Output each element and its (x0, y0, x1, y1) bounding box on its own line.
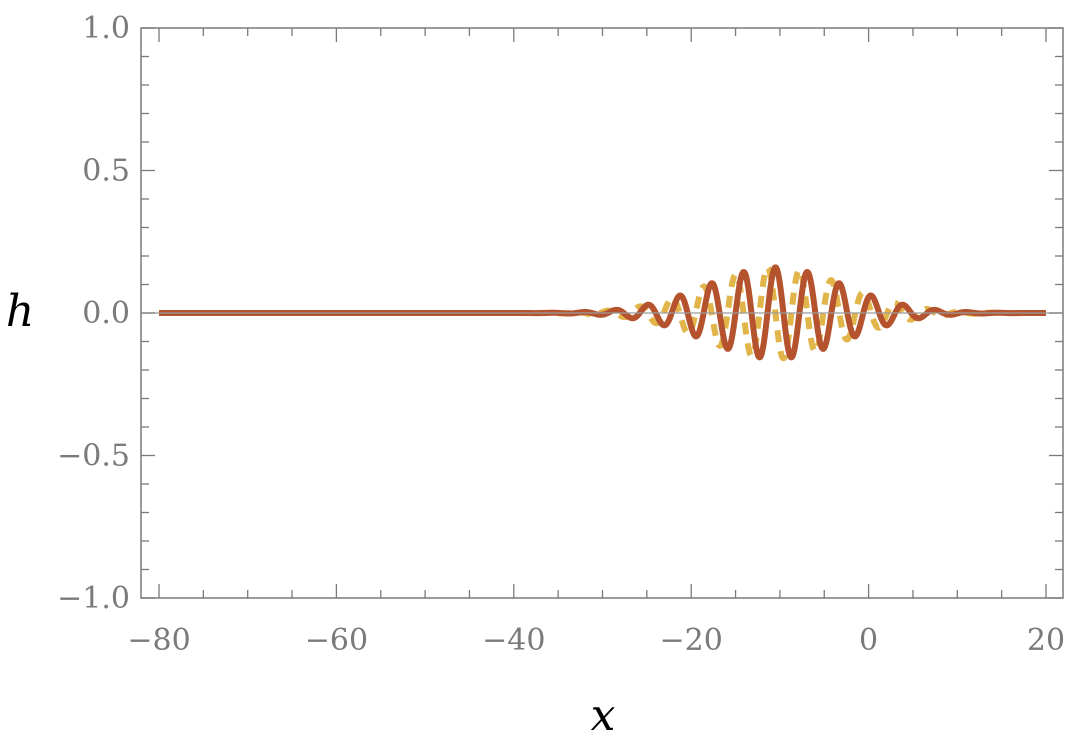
y-tick-label: −0.5 (57, 439, 130, 474)
y-axis-title: h (6, 286, 34, 337)
y-tick-label: 0.0 (82, 296, 130, 331)
x-tick-label: −80 (127, 623, 190, 658)
y-tick-label: −1.0 (57, 581, 130, 616)
x-tick-label: 20 (1027, 623, 1065, 658)
x-axis-title: x (591, 690, 616, 741)
x-tick-label: −20 (660, 623, 723, 658)
axes: −80 −60 −40 −20 0 20 −1.0 −0.5 0.0 0.5 1.0 (57, 11, 1065, 658)
x-tick-label: −60 (305, 623, 368, 658)
y-tick-label: 0.5 (82, 154, 130, 189)
y-tick-label: 1.0 (82, 11, 130, 46)
x-tick-label: −40 (482, 623, 545, 658)
x-tick-label: 0 (859, 623, 878, 658)
